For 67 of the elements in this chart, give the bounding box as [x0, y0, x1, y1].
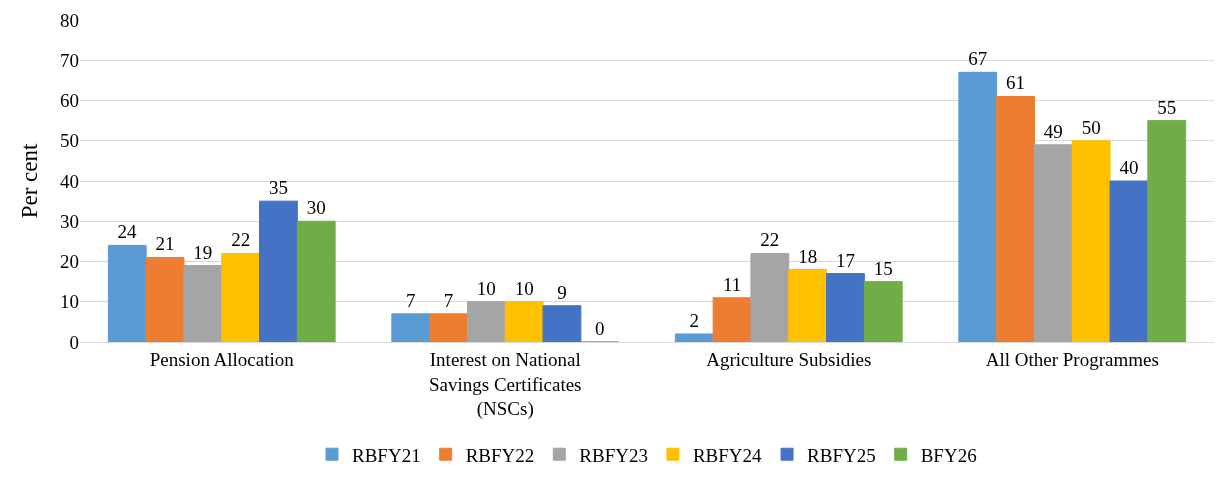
legend-label: BFY26: [920, 444, 977, 466]
bar: [996, 95, 1035, 342]
y-tick-label: 40: [60, 170, 79, 192]
legend-label: RBFY24: [692, 444, 763, 466]
x-tick-label: Interest on National Savings Certificates (NSCs): [429, 348, 582, 421]
data-label: 9: [557, 281, 567, 303]
data-label: 55: [1157, 96, 1177, 118]
legend-label: RBFY22: [465, 444, 535, 466]
data-label: 18: [798, 245, 818, 267]
y-tick-label: 60: [60, 90, 79, 112]
bar: [674, 333, 714, 342]
data-label: 19: [193, 241, 213, 263]
data-label: 17: [835, 249, 855, 271]
bar: [863, 281, 903, 342]
legend-label: RBFY25: [807, 444, 876, 466]
bar: [259, 200, 298, 342]
data-label: 30: [306, 197, 326, 219]
bar: [107, 244, 147, 342]
y-tick-label: 80: [60, 9, 79, 31]
data-label: 21: [155, 233, 175, 255]
y-axis-title: Per cent: [17, 143, 43, 219]
bar: [391, 313, 431, 342]
bar: [1033, 144, 1073, 342]
data-label: 15: [873, 257, 893, 279]
data-label: 24: [117, 221, 137, 243]
y-tick-label: 10: [60, 291, 79, 313]
bar: [466, 301, 506, 342]
data-label: 7: [406, 289, 416, 311]
data-label: 35: [268, 177, 288, 199]
legend-label: RBFY21: [352, 444, 421, 466]
data-label: 67: [968, 48, 988, 70]
data-label: 0: [595, 318, 605, 339]
bar: [542, 305, 582, 342]
data-label: 10: [514, 277, 534, 299]
x-tick-label: Pension Allocation: [149, 348, 295, 370]
x-tick-label: All Other Programmes: [985, 348, 1159, 370]
y-tick-label: 20: [60, 251, 79, 273]
bar: [1147, 120, 1187, 342]
bar: [750, 252, 790, 342]
data-label: 50: [1081, 116, 1101, 138]
bar: [183, 265, 223, 342]
data-label: 10: [476, 277, 496, 299]
bar: [826, 273, 865, 342]
bar: [221, 252, 261, 342]
bar: [1071, 140, 1111, 342]
bar: [788, 269, 828, 342]
data-label: 22: [760, 229, 780, 251]
y-tick-label: 0: [69, 331, 79, 353]
data-label: 22: [231, 229, 251, 251]
y-tick-label: 70: [60, 49, 79, 71]
data-label: 49: [1043, 120, 1063, 142]
bar: [429, 313, 468, 342]
x-tick-label: Agriculture Subsidies: [706, 348, 872, 370]
bar: [1109, 180, 1149, 342]
y-tick-label: 50: [60, 130, 79, 152]
bar: [145, 256, 185, 342]
bar: [296, 220, 336, 342]
data-label: 7: [443, 289, 454, 311]
legend-label: RBFY23: [579, 444, 648, 466]
bar: [504, 301, 544, 342]
data-label: 11: [722, 273, 742, 295]
bar: [712, 297, 752, 342]
bar: [958, 71, 998, 342]
data-label: 61: [1006, 72, 1026, 94]
data-label: 2: [689, 309, 699, 331]
data-label: 40: [1119, 157, 1139, 178]
y-tick-label: 30: [60, 210, 79, 232]
